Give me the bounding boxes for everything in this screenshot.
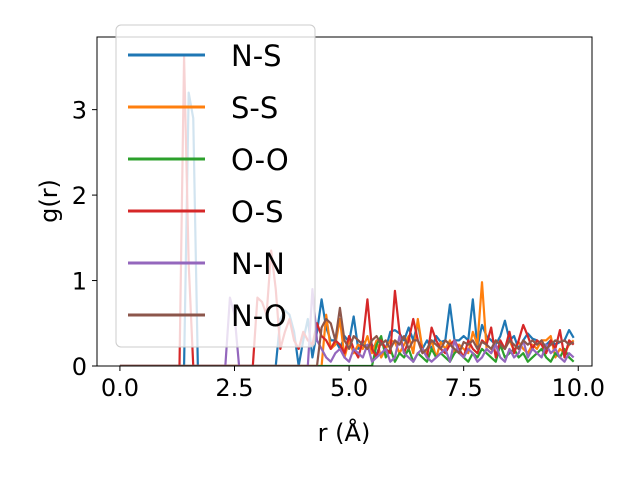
y-tick-label: 1 (72, 268, 87, 296)
legend-label-o-o: O-O (231, 143, 289, 177)
legend-label-s-s: S-S (231, 91, 278, 125)
series-layer (119, 55, 575, 366)
legend-label-n-s: N-S (231, 39, 282, 73)
plot-area-frame (96, 36, 593, 367)
x-tick-label: 7.5 (445, 374, 483, 402)
x-axis-label: r (Å) (318, 418, 371, 447)
ticks-layer: 0.0 2.5 5.0 7.5 10.0 0 1 2 3 (72, 97, 605, 402)
legend-label-n-n: N-N (231, 247, 285, 281)
legend-label-n-o: N-O (231, 299, 287, 333)
series-line-n-o (119, 306, 575, 366)
x-tick-label: 5.0 (330, 374, 368, 402)
x-tick-label: 0.0 (101, 374, 139, 402)
y-tick-label: 3 (72, 97, 87, 125)
legend-label-o-s: O-S (231, 195, 284, 229)
y-axis-label: g(r) (35, 179, 63, 223)
x-tick-label: 2.5 (215, 374, 253, 402)
y-tick-label: 2 (72, 182, 87, 210)
legend: N-S S-S O-O O-S N-N N-O (115, 24, 316, 348)
x-tick-label: 10.0 (552, 374, 605, 402)
series-line-n-n (119, 287, 575, 366)
y-tick-label: 0 (72, 353, 87, 381)
